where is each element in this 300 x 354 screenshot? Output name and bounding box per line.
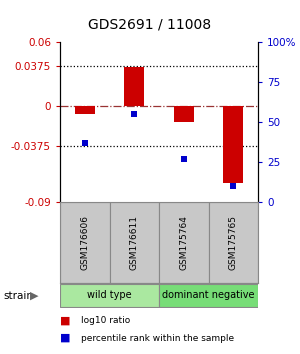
- Text: log10 ratio: log10 ratio: [81, 316, 130, 325]
- Bar: [60, 285, 159, 307]
- Bar: [110, 202, 159, 283]
- Bar: [159, 202, 208, 283]
- Text: GSM175765: GSM175765: [229, 215, 238, 270]
- Bar: [75, 106, 95, 114]
- Text: dominant negative: dominant negative: [162, 290, 255, 300]
- Text: ■: ■: [60, 315, 70, 325]
- Text: GSM176611: GSM176611: [130, 215, 139, 270]
- Bar: [124, 67, 144, 106]
- Text: GSM175764: GSM175764: [179, 215, 188, 270]
- Text: ■: ■: [60, 333, 70, 343]
- Text: strain: strain: [3, 291, 33, 301]
- Bar: [208, 202, 258, 283]
- Bar: [60, 202, 110, 283]
- Text: percentile rank within the sample: percentile rank within the sample: [81, 333, 234, 343]
- Text: wild type: wild type: [87, 290, 132, 300]
- Bar: [224, 106, 243, 183]
- Bar: [174, 106, 194, 122]
- Text: ▶: ▶: [30, 291, 39, 301]
- Bar: [159, 285, 258, 307]
- Text: GSM176606: GSM176606: [80, 215, 89, 270]
- Text: GDS2691 / 11008: GDS2691 / 11008: [88, 18, 212, 32]
